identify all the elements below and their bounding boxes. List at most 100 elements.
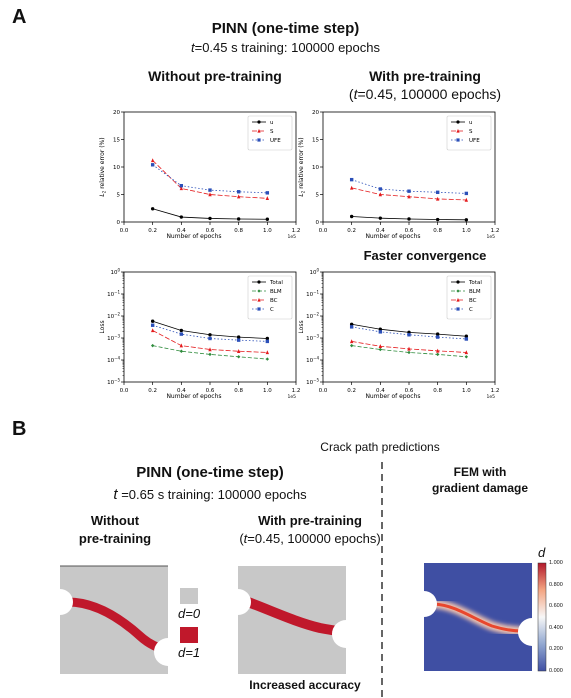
t-symbol: t <box>190 40 195 55</box>
data-point <box>464 197 469 202</box>
y-tick-label: 5 <box>316 193 320 199</box>
y-axis-label: L2 relative error (%) <box>298 137 306 196</box>
x-tick-label: 1.0 <box>462 388 471 394</box>
data-point <box>349 325 354 329</box>
x-tick-label: 1.2 <box>491 388 500 394</box>
x-tick-label: 0.0 <box>120 388 129 394</box>
legend-entry: BLM <box>469 289 481 295</box>
x-tick-label: 0.6 <box>405 228 414 234</box>
legend-entry: C <box>469 307 473 313</box>
t-symbol: t <box>243 531 248 546</box>
series-c <box>150 323 270 344</box>
left-hole <box>411 591 437 617</box>
colorbar-tick-label: 0.800 <box>549 581 563 588</box>
data-point <box>208 336 212 341</box>
x-tick-label: 0.2 <box>148 228 157 234</box>
data-point <box>208 216 212 221</box>
data-point <box>179 343 184 348</box>
y-tick-label: 20 <box>113 110 120 116</box>
data-point <box>150 163 155 167</box>
x-axis-label: Number of epochs <box>166 233 221 240</box>
x-tick-label: 0.4 <box>376 388 385 394</box>
crack-path <box>67 597 169 655</box>
legend-entry: UFE <box>469 138 480 144</box>
right-hole <box>518 618 546 646</box>
panel-b-letter: B <box>12 418 27 440</box>
legend-entry: u <box>270 120 274 126</box>
y-tick-label: 100 <box>309 268 319 277</box>
data-point <box>208 188 212 192</box>
data-point <box>349 185 354 190</box>
legend-marker <box>456 289 460 293</box>
y-tick-label: 0 <box>117 220 121 226</box>
fem-crack-path <box>433 602 523 633</box>
x-axis-label: Number of epochs <box>365 233 420 240</box>
colorbar <box>537 562 547 672</box>
x-tick-label: 0.2 <box>347 388 356 394</box>
fem-background <box>424 563 532 671</box>
y-tick-label: 5 <box>117 193 121 199</box>
legend-entry: BC <box>270 298 278 304</box>
data-point <box>265 336 270 341</box>
data-point <box>179 349 184 353</box>
series-s <box>349 185 469 202</box>
legend-marker <box>456 307 460 311</box>
y-tick-label: 10−3 <box>107 334 120 343</box>
legend-entry: S <box>469 129 473 135</box>
y-tick-label: 0 <box>316 220 320 226</box>
data-point <box>435 352 440 357</box>
data-point <box>179 332 184 336</box>
data-point <box>349 343 354 348</box>
x-exponent: 1e5 <box>288 394 297 400</box>
data-point <box>378 344 383 348</box>
data-point <box>435 335 440 339</box>
data-point <box>435 217 440 222</box>
series-blm <box>150 343 270 361</box>
series-blm <box>349 343 469 359</box>
b-col-left-line1: Without <box>90 513 140 528</box>
y-axis-label: Loss <box>99 320 106 333</box>
colorbar-tick-label: 0.600 <box>549 603 563 610</box>
series-u <box>349 214 469 222</box>
data-point <box>208 352 212 357</box>
left-hole <box>47 589 73 615</box>
x-tick-label: 0.4 <box>177 228 186 234</box>
legend-d1-label: d=1 <box>178 645 201 660</box>
series-bc <box>349 339 469 355</box>
legend-marker <box>257 280 261 284</box>
b-col-right-line1: With pre-training <box>258 513 362 528</box>
data-point <box>378 187 383 191</box>
data-point <box>150 158 155 163</box>
data-point <box>435 196 440 201</box>
fem-line2: gradient damage <box>431 481 529 495</box>
legend-entry: C <box>270 307 274 313</box>
b-col-right-line2: (t=0.45, 100000 epochs) <box>210 531 410 546</box>
legend-entry: u <box>469 120 473 126</box>
data-point <box>150 207 155 211</box>
legend-marker <box>456 280 460 284</box>
x-tick-label: 0.8 <box>433 388 442 394</box>
t-symbol: t <box>113 486 118 503</box>
data-point <box>435 348 440 353</box>
y-tick-label: 10−5 <box>107 378 120 387</box>
legend-entry: S <box>270 129 274 135</box>
colorbar-tick-label: 0.400 <box>549 624 563 631</box>
data-point <box>179 328 184 333</box>
y-axis-label: L2 relative error (%) <box>99 137 107 196</box>
y-tick-label: 10 <box>113 165 120 171</box>
y-tick-label: 100 <box>110 268 120 277</box>
y-tick-label: 10−5 <box>306 378 319 387</box>
faster-convergence-caption: Faster convergence <box>363 248 487 263</box>
right-hole <box>332 620 360 648</box>
legend: uS UFE <box>446 115 492 151</box>
data-point <box>265 196 270 201</box>
data-point <box>150 319 155 323</box>
data-point <box>236 335 241 339</box>
data-point <box>179 215 184 219</box>
legend-d0-label: d=0 <box>178 606 201 621</box>
legend-marker <box>257 138 261 142</box>
x-tick-label: 0.4 <box>376 228 385 234</box>
